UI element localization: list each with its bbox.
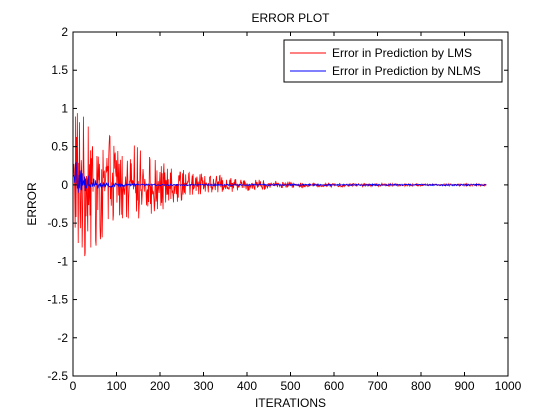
legend: Error in Prediction by LMS Error in Pred… <box>283 39 503 83</box>
y-tick-label: -1.5 <box>47 293 68 307</box>
y-tick-label: 0.5 <box>51 140 68 154</box>
x-tick-label: 100 <box>106 379 126 393</box>
x-tick-label: 300 <box>193 379 213 393</box>
legend-box <box>283 39 503 83</box>
y-tick-label: -1 <box>57 254 68 268</box>
series-line-nlms <box>73 161 487 193</box>
x-axis-title: ITERATIONS <box>255 396 326 410</box>
y-tick-label: -2 <box>57 331 68 345</box>
legend-entry-lms: Error in Prediction by LMS <box>332 46 472 60</box>
x-tick-label: 600 <box>324 379 344 393</box>
x-tick-label: 0 <box>70 379 77 393</box>
y-tick-label: 2 <box>61 25 68 39</box>
chart-title: ERROR PLOT <box>251 11 330 25</box>
x-tick-label: 200 <box>150 379 170 393</box>
y-tick-label: -2.5 <box>47 369 68 383</box>
x-tick-label: 400 <box>237 379 257 393</box>
y-tick-label: -0.5 <box>47 216 68 230</box>
x-tick-label: 800 <box>411 379 431 393</box>
x-tick-label: 700 <box>367 379 387 393</box>
x-tick-label: 900 <box>454 379 474 393</box>
y-axis-title: ERROR <box>25 182 39 226</box>
axes-background <box>73 32 508 376</box>
y-tick-label: 1 <box>61 101 68 115</box>
x-tick-label: 1000 <box>495 379 522 393</box>
ticks-layer: 0 100 200 300 400 500 600 700 800 900 1000 -2.5 -2 -1… <box>47 25 521 393</box>
x-tick-label: 500 <box>280 379 300 393</box>
series-layer <box>73 113 487 257</box>
y-tick-label: 0 <box>61 178 68 192</box>
y-tick-label: 1.5 <box>51 63 68 77</box>
legend-entry-nlms: Error in Prediction by NLMS <box>332 64 481 78</box>
